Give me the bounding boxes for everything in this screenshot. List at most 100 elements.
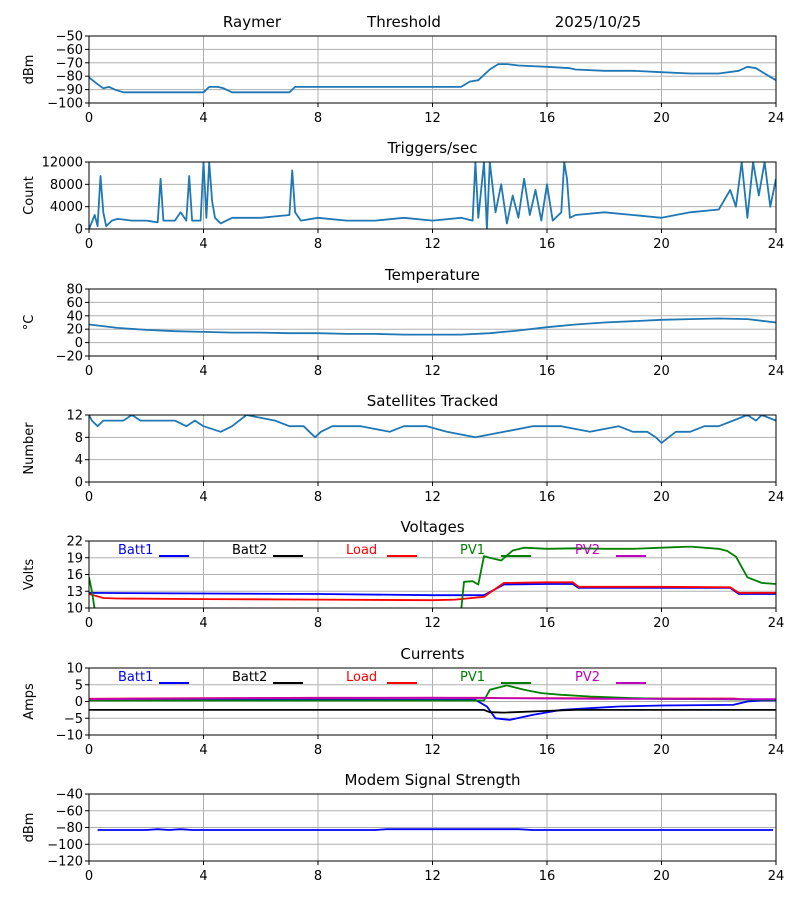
x-tick-label: 20: [653, 111, 670, 126]
y-tick-label: 5: [75, 678, 83, 693]
x-tick-label: 16: [539, 237, 556, 252]
x-tick-label: 24: [768, 111, 785, 126]
x-tick-label: 8: [314, 111, 322, 126]
legend-label: Batt2: [232, 543, 267, 558]
header-date: 2025/10/25: [555, 13, 641, 31]
y-tick-label: 4: [75, 453, 83, 468]
y-tick-label: 8000: [50, 178, 83, 193]
y-axis-label: dBm: [22, 813, 37, 843]
panel-title: Voltages: [400, 518, 464, 536]
x-tick-label: 8: [314, 616, 322, 631]
panel-title: Triggers/sec: [387, 139, 478, 157]
x-tick-label: 24: [768, 237, 785, 252]
y-tick-label: 4000: [50, 200, 83, 215]
legend-label: PV1: [460, 670, 485, 685]
legend-label: PV1: [460, 543, 485, 558]
panel-title: Currents: [400, 645, 464, 663]
panel-currents: 0 4 8 12 16 20 24 105 0 −5 −10 Currents Amps Batt1 Bat…: [22, 645, 784, 758]
y-axis-label: Amps: [22, 683, 37, 720]
x-tick-label: 16: [539, 869, 556, 884]
series-pv1: [89, 545, 776, 608]
legend-label: PV2: [575, 543, 600, 558]
x-tick-label: 12: [424, 364, 441, 379]
x-tick-label: 4: [199, 237, 207, 252]
y-tick-label: 10: [66, 662, 83, 677]
y-tick-label: −90: [56, 83, 83, 98]
legend-label: Batt2: [232, 670, 267, 685]
y-tick-label: 0: [75, 695, 83, 710]
legend-label: Batt1: [118, 543, 153, 558]
header-station: Raymer: [223, 13, 282, 31]
series-satellites: [89, 415, 776, 444]
y-tick-label: −60: [56, 43, 83, 58]
x-tick-label: 0: [85, 364, 93, 379]
y-tick-label: 19: [66, 551, 83, 566]
y-axis-label: Number: [22, 422, 37, 475]
panel-modem: 0 4 8 12 16 20 24 −40−60 −80 −100 −120 Modem Signal…: [22, 771, 784, 884]
y-tick-label: 0: [75, 336, 83, 351]
x-tick-label: 24: [768, 364, 785, 379]
y-tick-label: 12: [66, 409, 83, 424]
x-tick-label: 4: [199, 616, 207, 631]
panel-satellites: 0 4 8 12 16 20 24 0 4 8 12 Satellites Tracked Number: [22, 392, 784, 505]
panel-title: Modem Signal Strength: [345, 771, 521, 789]
x-tick-label: 4: [199, 743, 207, 758]
x-tick-label: 16: [539, 490, 556, 505]
y-tick-label: −10: [56, 729, 83, 744]
series-load: [89, 581, 776, 602]
series-batt2: [89, 709, 776, 714]
x-tick-label: 0: [85, 869, 93, 884]
x-tick-label: 0: [85, 490, 93, 505]
y-tick-label: 22: [66, 535, 83, 550]
panel-threshold: 0 4 8 12 16 20 24 −50−60−70−80−90−100 dBm: [22, 30, 784, 127]
y-axis-label: °C: [22, 315, 37, 331]
y-tick-label: 40: [66, 309, 83, 324]
y-axis-label: Volts: [22, 559, 37, 591]
x-tick-label: 24: [768, 616, 785, 631]
header-mode: Threshold: [366, 13, 441, 31]
x-tick-label: 0: [85, 616, 93, 631]
y-axis-label: Count: [22, 176, 37, 215]
y-tick-label: −80: [56, 70, 83, 85]
x-tick-label: 8: [314, 237, 322, 252]
x-tick-label: 24: [768, 490, 785, 505]
x-tick-label: 0: [85, 237, 93, 252]
x-tick-label: 16: [539, 364, 556, 379]
x-tick-label: 12: [424, 743, 441, 758]
x-tick-label: 8: [314, 743, 322, 758]
x-tick-label: 16: [539, 111, 556, 126]
legend-label: Load: [346, 543, 377, 558]
x-tick-label: 12: [424, 237, 441, 252]
x-tick-label: 12: [424, 869, 441, 884]
x-tick-label: 0: [85, 743, 93, 758]
panel-title: Temperature: [384, 266, 480, 284]
x-tick-label: 24: [768, 743, 785, 758]
panel-title: Satellites Tracked: [367, 392, 498, 410]
x-tick-label: 12: [424, 490, 441, 505]
legend-label: PV2: [575, 670, 600, 685]
legend-label: Load: [346, 670, 377, 685]
y-tick-label: 0: [75, 223, 83, 238]
y-tick-label: 16: [66, 568, 83, 583]
series-threshold: [89, 63, 776, 94]
y-tick-label: 80: [66, 283, 83, 298]
y-tick-label: −40: [56, 788, 83, 803]
y-tick-label: 0: [75, 476, 83, 491]
series-triggers: [89, 162, 776, 229]
x-tick-label: 20: [653, 743, 670, 758]
y-tick-label: −100: [47, 838, 83, 853]
y-tick-label: −60: [56, 804, 83, 819]
y-tick-label: 13: [66, 585, 83, 600]
x-tick-label: 16: [539, 743, 556, 758]
y-tick-label: −70: [56, 56, 83, 71]
y-tick-label: 12000: [42, 156, 83, 171]
x-tick-label: 12: [424, 111, 441, 126]
x-tick-label: 4: [199, 869, 207, 884]
series-modem: [97, 828, 774, 831]
y-axis-label: dBm: [22, 55, 37, 85]
series-temperature: [89, 317, 776, 336]
x-tick-label: 20: [653, 364, 670, 379]
